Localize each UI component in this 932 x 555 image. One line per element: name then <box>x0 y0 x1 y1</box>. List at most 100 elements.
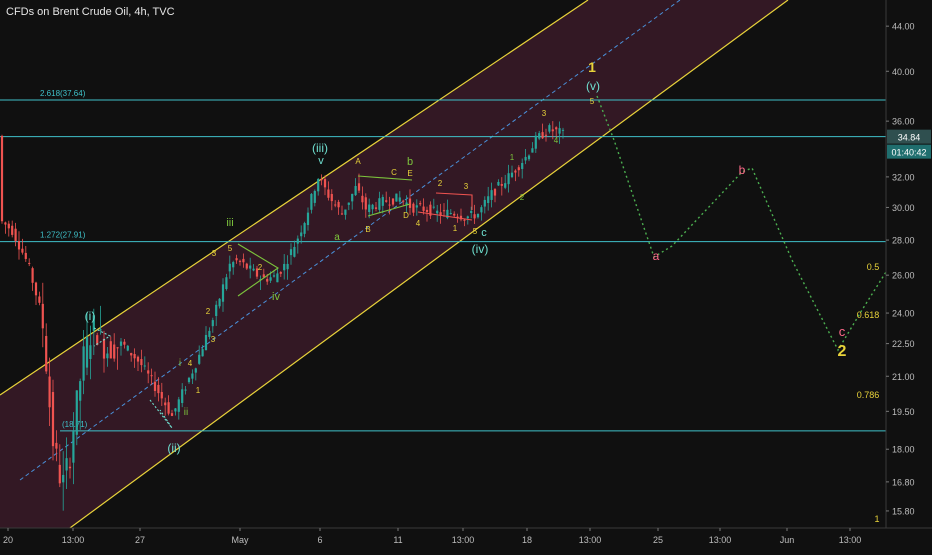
candle-body <box>497 181 500 186</box>
x-tick-label: 13:00 <box>452 535 475 545</box>
candle-body <box>24 252 27 259</box>
time-axis-panel <box>0 528 932 550</box>
x-tick-label: 13:00 <box>62 535 85 545</box>
candle-body <box>317 179 320 192</box>
wave-label-1-up: 1 <box>510 153 515 162</box>
candle-body <box>252 268 255 271</box>
retrace-0.786: 0.786 <box>857 390 880 400</box>
candle-body <box>82 346 85 381</box>
candle-body <box>470 210 473 213</box>
candle-body <box>442 210 446 212</box>
candle-body <box>541 132 544 139</box>
candle-body <box>4 222 7 225</box>
flag-lower-line <box>417 211 473 221</box>
candle-body <box>419 203 422 205</box>
candle-body <box>507 173 510 185</box>
retrace-0.5: 0.5 <box>867 262 880 272</box>
candle-body <box>561 129 565 131</box>
candle-body <box>28 262 31 264</box>
channel-lower-line <box>39 0 789 551</box>
candle-body <box>354 186 357 196</box>
wave-label-3-sub: 1 <box>453 224 458 233</box>
candle-body <box>143 365 146 367</box>
wave-label-2-iii: 2 <box>258 263 263 272</box>
countdown-value: 01:40:42 <box>891 148 926 158</box>
candle-body <box>242 258 245 263</box>
price-axis-panel <box>886 0 932 550</box>
candle-body <box>174 408 177 412</box>
candle-body <box>62 474 65 483</box>
wave-label-i: i <box>179 358 181 369</box>
y-tick-label: 24.00 <box>892 309 915 319</box>
retrace-0.618: 0.618 <box>857 310 880 320</box>
candle-body <box>150 375 153 377</box>
candle-body <box>0 135 4 222</box>
wave-label-2-sub: 2 <box>438 179 443 188</box>
fib-level-label: (18.71) <box>62 420 88 429</box>
fib-level-label: 1.272(27.91) <box>40 231 86 240</box>
candle-body <box>14 228 17 242</box>
candle-body <box>204 334 208 351</box>
candle-body <box>398 197 401 202</box>
candle-body <box>235 258 238 261</box>
candle-body <box>459 215 463 220</box>
candle-body <box>119 341 123 346</box>
candle-body <box>425 209 429 212</box>
candle-body <box>167 402 170 414</box>
x-tick-label: 20 <box>3 535 13 545</box>
proj-label-c: c <box>839 324 846 339</box>
candle-body <box>531 148 534 153</box>
candle-body <box>480 207 483 213</box>
parallel-channel <box>0 0 789 551</box>
candle-body <box>483 199 486 207</box>
candle-body <box>126 345 129 351</box>
wave-label-4-small: 3 <box>211 335 216 344</box>
y-tick-label: 26.00 <box>892 271 915 281</box>
candle-body <box>293 246 296 257</box>
candle-body <box>422 206 425 211</box>
projection-path <box>596 95 887 352</box>
candle-body <box>368 204 371 213</box>
candle-body <box>7 223 10 229</box>
wave-label-4-sub: 3 <box>464 182 469 191</box>
wave-label-2: 2 <box>838 343 847 360</box>
candle-body <box>534 135 537 149</box>
candle-body <box>269 277 272 281</box>
current-price-tag <box>887 129 931 144</box>
wave-label-(v): (v) <box>586 79 600 93</box>
wave-label-4-up: 4 <box>554 136 559 145</box>
candle-body <box>113 344 116 359</box>
candle-body <box>102 338 106 359</box>
candle-body <box>527 155 531 160</box>
x-tick-label: 6 <box>317 535 322 545</box>
wave-label-ii: ii <box>184 407 188 418</box>
proj-label-b: b <box>739 163 746 177</box>
candle-body <box>361 195 364 203</box>
candle-body <box>446 209 449 219</box>
wave-label-5: 5 <box>228 244 233 253</box>
candle-body <box>544 134 548 136</box>
candle-body <box>157 384 160 394</box>
candle-body <box>306 212 310 226</box>
candle-body <box>330 193 333 202</box>
candle-body <box>218 298 221 307</box>
candle-body <box>41 303 44 329</box>
candle-body <box>385 200 388 202</box>
candle-body <box>327 189 330 198</box>
wave-label-iii: iii <box>226 217 233 229</box>
candle-body <box>99 329 102 331</box>
candle-body <box>249 265 252 269</box>
candle-body <box>548 125 551 132</box>
wave-label-v: v <box>318 155 324 167</box>
candle-body <box>476 213 480 218</box>
candle-body <box>228 263 231 272</box>
fib-level-label: 2.618(37.64) <box>40 89 86 98</box>
candle-body <box>51 392 55 447</box>
wave-label-(i): (i) <box>85 309 96 323</box>
candle-body <box>388 204 391 206</box>
candle-body <box>381 197 384 206</box>
candle-body <box>514 170 517 173</box>
